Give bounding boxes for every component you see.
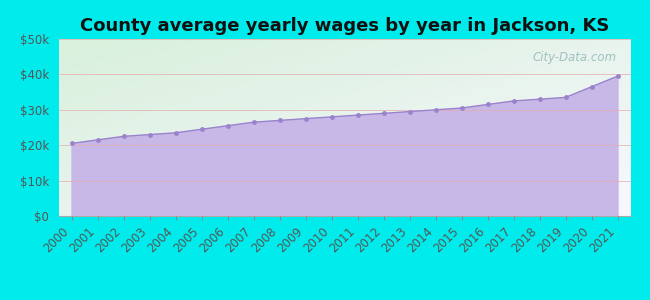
Title: County average yearly wages by year in Jackson, KS: County average yearly wages by year in J… bbox=[80, 17, 609, 35]
Text: City-Data.com: City-Data.com bbox=[532, 51, 616, 64]
